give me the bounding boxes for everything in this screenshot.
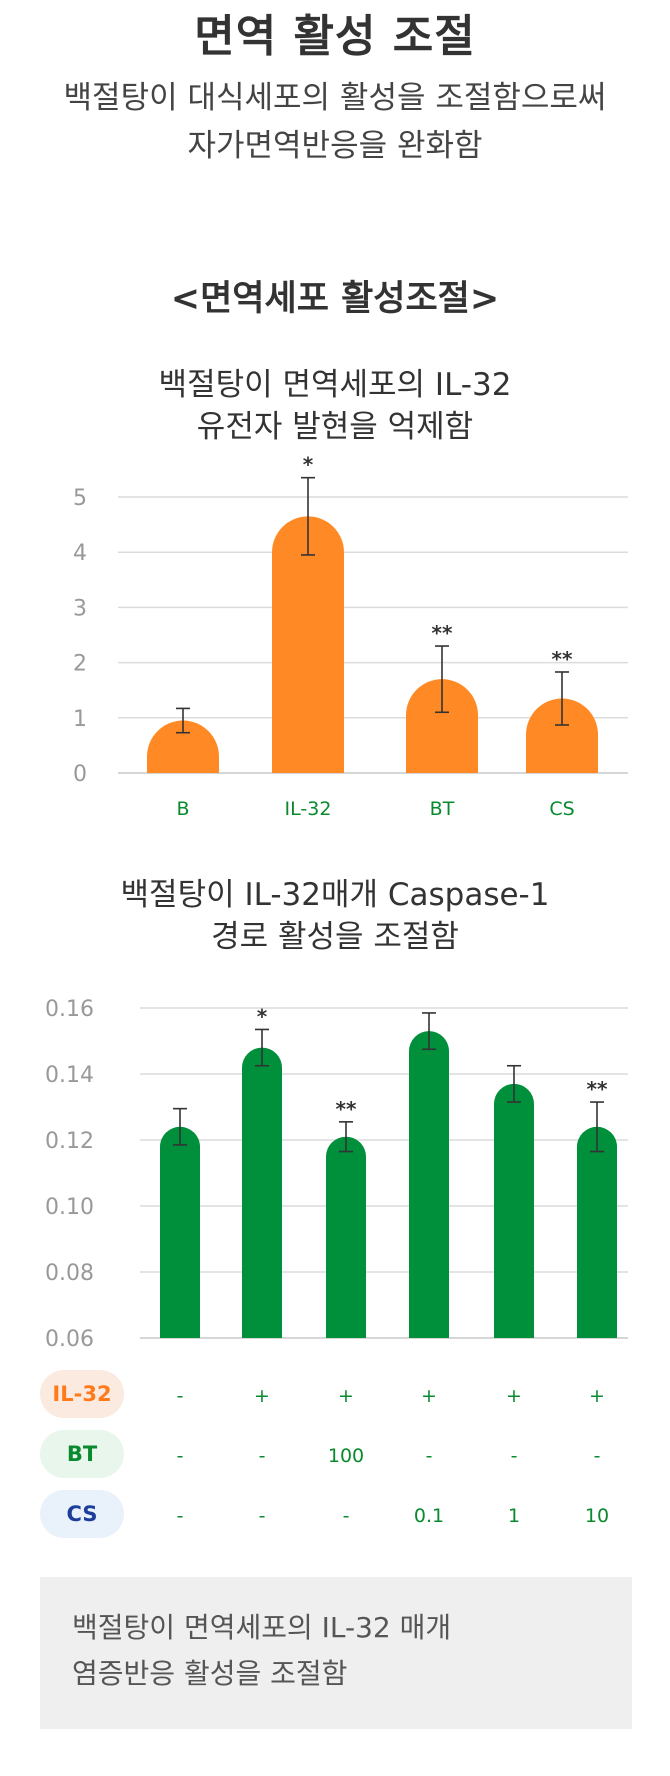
chart1-title: 백절탕이 면역세포의 IL-32 유전자 발현을 억제함 bbox=[20, 364, 650, 448]
page-subtitle: 백절탕이 대식세포의 활성을 조절함으로써 자가면역반응을 완화함 bbox=[20, 74, 650, 170]
condition-row-il32: IL-32 bbox=[40, 1370, 640, 1418]
subtitle-line-2: 자가면역반응을 완화함 bbox=[187, 128, 483, 164]
significance-marker: ** bbox=[587, 1077, 608, 1101]
summary-note-line-2: 염증반응 활성을 조절함 bbox=[72, 1657, 348, 1690]
significance-marker: ** bbox=[336, 1097, 357, 1121]
chart2-title: 백절탕이 IL-32매개 Caspase-1 경로 활성을 조절함 bbox=[20, 874, 650, 958]
y-tick-label: 0.06 bbox=[45, 1327, 94, 1352]
significance-marker: ** bbox=[552, 647, 573, 671]
summary-note-line-1: 백절탕이 면역세포의 IL-32 매개 bbox=[72, 1611, 452, 1644]
x-category-label: IL-32 bbox=[285, 798, 332, 820]
condition-value: - bbox=[510, 1445, 518, 1467]
y-tick-label: 4 bbox=[73, 541, 87, 566]
condition-value: + bbox=[254, 1385, 270, 1407]
condition-value: 1 bbox=[507, 1505, 521, 1527]
y-tick-label: 2 bbox=[73, 652, 87, 677]
condition-value: + bbox=[589, 1385, 605, 1407]
chart2-title-line-1: 백절탕이 IL-32매개 Caspase-1 bbox=[120, 877, 550, 913]
bar bbox=[406, 679, 478, 773]
condition-value: - bbox=[176, 1385, 184, 1407]
bar bbox=[526, 698, 598, 773]
significance-marker: * bbox=[303, 453, 314, 477]
y-tick-label: 0.10 bbox=[45, 1195, 94, 1220]
condition-value: 0.1 bbox=[413, 1505, 445, 1527]
condition-value: - bbox=[258, 1505, 266, 1527]
y-tick-label: 1 bbox=[73, 707, 87, 732]
condition-value: + bbox=[338, 1385, 354, 1407]
bar bbox=[147, 720, 219, 773]
condition-value: + bbox=[506, 1385, 522, 1407]
chart1-title-line-2: 유전자 발현을 억제함 bbox=[196, 409, 474, 445]
condition-row-cs: CS bbox=[40, 1490, 640, 1538]
y-tick-label: 0.08 bbox=[45, 1261, 94, 1286]
condition-value: - bbox=[176, 1445, 184, 1467]
condition-value: + bbox=[421, 1385, 437, 1407]
y-tick-label: 0.14 bbox=[45, 1063, 94, 1088]
condition-value: - bbox=[258, 1445, 266, 1467]
bar bbox=[326, 1136, 366, 1338]
y-tick-label: 3 bbox=[73, 596, 87, 621]
summary-note-text: 백절탕이 면역세포의 IL-32 매개 염증반응 활성을 조절함 bbox=[72, 1605, 451, 1697]
condition-value: - bbox=[342, 1505, 350, 1527]
y-tick-label: 0 bbox=[73, 762, 87, 787]
condition-value: 10 bbox=[584, 1505, 610, 1527]
condition-row-bt: BT bbox=[40, 1430, 640, 1478]
bar bbox=[272, 516, 344, 773]
y-tick-label: 0.12 bbox=[45, 1129, 94, 1154]
section-title: <면역세포 활성조절> bbox=[170, 279, 500, 319]
condition-value: - bbox=[425, 1445, 433, 1467]
y-tick-label: 0.16 bbox=[45, 997, 94, 1022]
condition-value: - bbox=[176, 1505, 184, 1527]
x-category-label: BT bbox=[430, 798, 455, 820]
bar bbox=[160, 1126, 200, 1338]
x-category-label: B bbox=[176, 798, 189, 820]
x-category-label: CS bbox=[549, 798, 574, 820]
chart1-title-line-1: 백절탕이 면역세포의 IL-32 bbox=[158, 367, 512, 403]
summary-note: 백절탕이 면역세포의 IL-32 매개 염증반응 활성을 조절함 bbox=[40, 1577, 632, 1729]
condition-label-bt: BT bbox=[40, 1430, 124, 1478]
condition-label-il32: IL-32 bbox=[40, 1370, 124, 1418]
chart2-title-line-2: 경로 활성을 조절함 bbox=[211, 919, 459, 955]
page-title: 면역 활성 조절 bbox=[194, 11, 476, 62]
y-tick-label: 5 bbox=[73, 486, 87, 511]
bar bbox=[409, 1031, 449, 1338]
condition-value: 100 bbox=[327, 1445, 365, 1467]
bar bbox=[494, 1083, 534, 1338]
bar bbox=[242, 1047, 282, 1338]
condition-label-cs: CS bbox=[40, 1490, 124, 1538]
condition-value: - bbox=[593, 1445, 601, 1467]
bar bbox=[577, 1126, 617, 1338]
significance-marker: ** bbox=[432, 621, 453, 645]
subtitle-line-1: 백절탕이 대식세포의 활성을 조절함으로써 bbox=[63, 80, 607, 116]
significance-marker: * bbox=[257, 1004, 268, 1028]
